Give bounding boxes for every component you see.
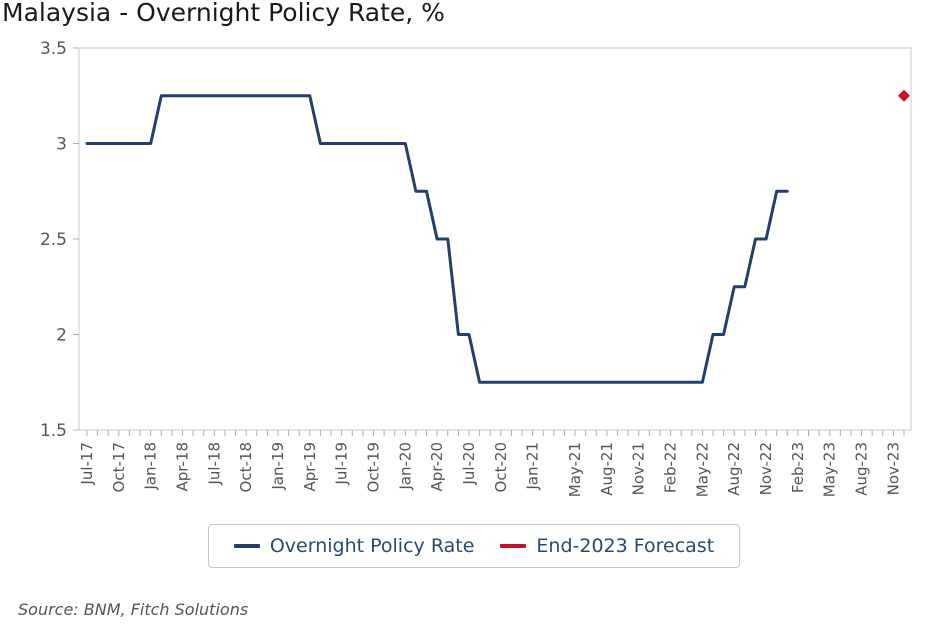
policy-rate-line — [85, 94, 789, 384]
x-axis: Jul-17 Oct-17 Jan-18 Apr-18 Jul-18 Oct-18 Jan-… — [78, 430, 905, 497]
legend-swatch-forecast — [500, 544, 527, 548]
x-tick-label: Oct-17 — [110, 442, 128, 492]
x-tick-label: May-23 — [821, 442, 839, 497]
x-tick-label: Jul-20 — [460, 442, 478, 486]
x-tick-label: Nov-22 — [757, 442, 775, 495]
x-tick-label: Feb-23 — [789, 442, 807, 493]
x-tick-label: Jul-19 — [333, 442, 351, 486]
x-tick-label: Jul-17 — [78, 442, 96, 486]
x-tick-label: Feb-22 — [662, 442, 680, 493]
x-tick-label: Aug-21 — [598, 442, 616, 496]
y-tick-label: 3.5 — [40, 39, 67, 59]
plot-frame — [78, 47, 912, 431]
legend: Overnight Policy Rate End-2023 Forecast — [208, 524, 740, 568]
forecast-point — [898, 89, 910, 102]
legend-item-forecast[interactable]: End-2023 Forecast — [500, 535, 714, 557]
x-tick-label: Nov-21 — [630, 442, 648, 495]
x-tick-label: May-22 — [693, 442, 711, 497]
x-tick-label: Aug-22 — [725, 442, 743, 496]
x-tick-label: Jan-19 — [269, 442, 287, 491]
x-tick-label: Jul-18 — [205, 442, 223, 486]
legend-label-policy-rate: Overnight Policy Rate — [269, 535, 475, 557]
x-tick-label: Apr-20 — [428, 442, 446, 492]
x-tick-label: Oct-19 — [364, 442, 382, 492]
source-note: Source: BNM, Fitch Solutions — [18, 600, 249, 619]
x-tick-label: Oct-20 — [492, 442, 510, 492]
legend-swatch-policy-rate — [233, 544, 260, 548]
x-tick-label: Jan-18 — [142, 442, 160, 491]
x-tick-label: Apr-18 — [173, 442, 191, 492]
legend-item-policy-rate[interactable]: Overnight Policy Rate — [233, 535, 475, 557]
x-tick-label: Aug-23 — [853, 442, 871, 496]
x-tick-label: Apr-19 — [301, 442, 319, 492]
chart-title: Malaysia - Overnight Policy Rate, % — [2, 0, 445, 27]
legend-label-forecast: End-2023 Forecast — [536, 535, 715, 557]
x-tick-label: May-21 — [566, 442, 584, 497]
y-tick-label: 1.5 — [40, 421, 67, 441]
x-tick-label: Jan-20 — [396, 442, 414, 491]
x-tick-label: Oct-18 — [237, 442, 255, 492]
line-chart: 1.522.533.5 Jul-17 Oct-17 Jan-18 Apr-18 Jul-… — [40, 39, 912, 497]
y-tick-label: 2 — [56, 326, 67, 346]
y-tick-label: 3 — [56, 135, 67, 155]
series-layer — [85, 89, 910, 384]
x-tick-label: Nov-23 — [884, 442, 902, 495]
x-tick-label: Jan-21 — [524, 442, 542, 491]
y-tick-label: 2.5 — [40, 230, 67, 250]
y-axis: 1.5 2 2.5 3 3.5 — [40, 39, 79, 441]
